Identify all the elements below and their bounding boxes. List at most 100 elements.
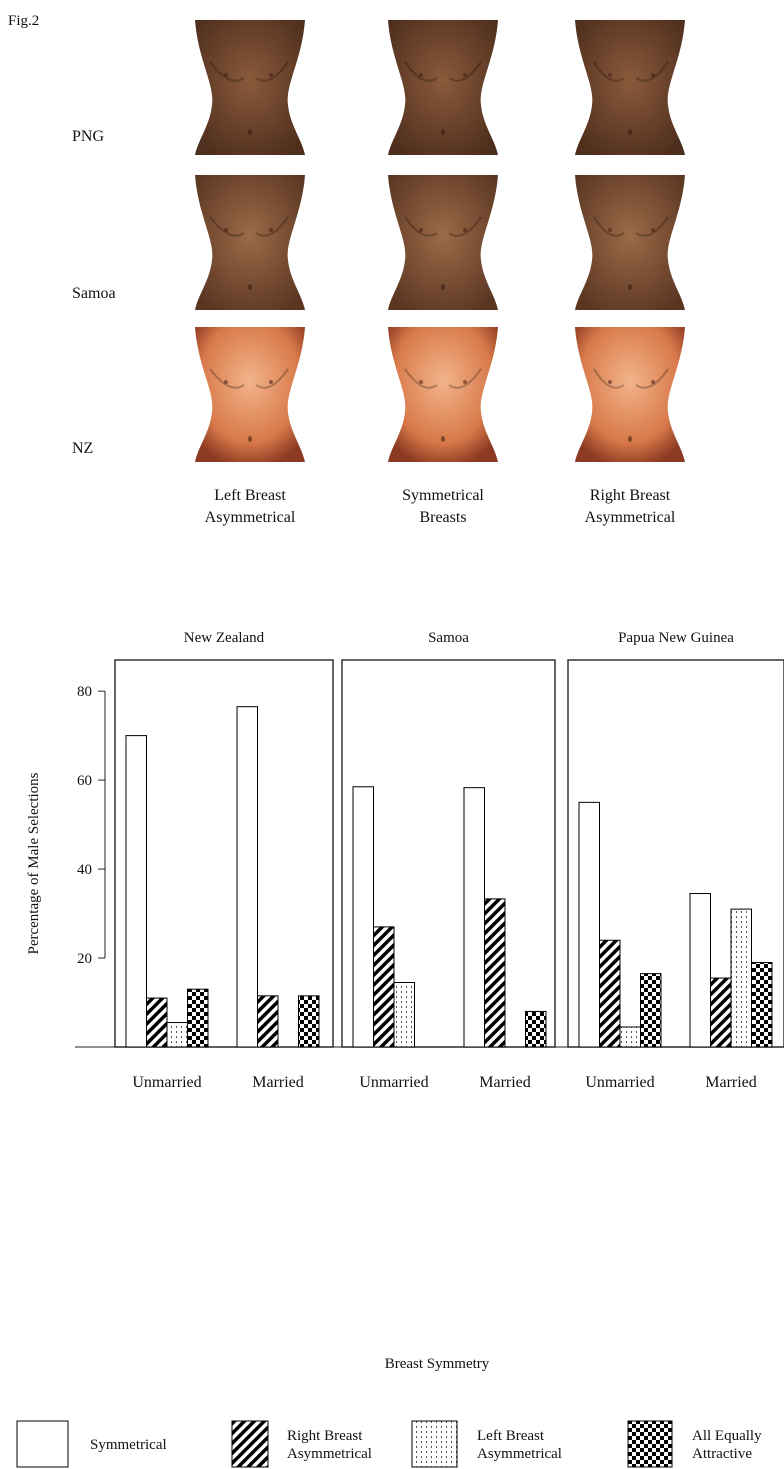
legend-swatch <box>627 1420 673 1468</box>
x-tick-label: Unmarried <box>585 1074 654 1091</box>
bar <box>751 961 773 1048</box>
navel <box>441 129 445 135</box>
breast-contour <box>448 368 482 389</box>
nipple <box>269 228 273 232</box>
bar <box>730 908 752 1048</box>
legend-label: Symmetrical <box>90 1437 167 1453</box>
x-tick-label: Unmarried <box>132 1074 201 1091</box>
navel <box>628 284 632 290</box>
breast-contour <box>593 216 625 237</box>
breast-contour <box>404 61 438 82</box>
breast-contour <box>209 61 245 82</box>
row-label: Samoa <box>72 285 116 302</box>
legend-label: Right Breast Asymmetrical <box>287 1428 372 1462</box>
bar <box>125 735 147 1048</box>
bar <box>187 988 209 1048</box>
nipple <box>651 228 655 232</box>
x-tick-label: Married <box>252 1074 304 1091</box>
navel <box>441 284 445 290</box>
legend-label: All Equally Attractive <box>692 1428 762 1462</box>
panel-title: Papua New Guinea <box>618 630 734 646</box>
y-axis-label: Percentage of Male Selections <box>26 772 42 954</box>
y-tick-label: 20 <box>77 951 92 967</box>
x-axis-label: Breast Symmetry <box>385 1356 490 1372</box>
x-tick-label: Unmarried <box>359 1074 428 1091</box>
column-label: Symmetrical Breasts <box>402 487 484 526</box>
breast-contour <box>404 216 438 237</box>
navel <box>248 436 252 442</box>
bar <box>298 995 320 1048</box>
breast-contour <box>209 216 245 237</box>
navel <box>248 284 252 290</box>
breast-contour <box>255 216 289 237</box>
column-label: Left Breast Asymmetrical <box>204 487 296 526</box>
bar <box>236 706 258 1048</box>
nipple <box>419 228 423 232</box>
nipple <box>269 73 273 77</box>
bar <box>484 898 506 1048</box>
bar <box>710 977 732 1048</box>
y-tick-label: 80 <box>77 684 92 700</box>
nipple <box>608 228 612 232</box>
torso <box>195 175 305 310</box>
bar <box>373 926 395 1048</box>
nipple <box>419 380 423 384</box>
bar <box>146 997 168 1048</box>
nipple <box>651 380 655 384</box>
breast-contour <box>635 61 669 82</box>
nipple <box>224 73 228 77</box>
navel <box>441 436 445 442</box>
plot: New Zealand Samoa Papua New Guinea 80 60 40 20… <box>16 630 784 1468</box>
panel-title: Samoa <box>428 630 469 646</box>
bar <box>599 939 621 1048</box>
y-tick-label: 60 <box>77 773 92 789</box>
breast-contour <box>448 61 482 82</box>
bar <box>393 982 415 1048</box>
nipple <box>463 380 467 384</box>
navel <box>628 436 632 442</box>
breast-contour <box>593 61 625 82</box>
y-tick-label: 40 <box>77 862 92 878</box>
torso <box>388 20 498 155</box>
nipple <box>224 228 228 232</box>
navel <box>628 129 632 135</box>
legend-swatch <box>16 1420 69 1468</box>
navel <box>248 129 252 135</box>
column-label: Right Breast Asymmetrical <box>584 487 676 526</box>
breast-contour <box>255 61 289 82</box>
row-label: PNG <box>72 128 105 145</box>
legend-swatch <box>231 1420 269 1468</box>
torso <box>575 20 685 155</box>
panel-box <box>114 659 334 1048</box>
breast-contour <box>255 368 289 389</box>
breast-contour <box>404 368 438 389</box>
bar <box>619 1026 641 1048</box>
breast-contour <box>635 216 669 237</box>
nipple <box>608 380 612 384</box>
nipple <box>224 380 228 384</box>
torso <box>195 327 305 462</box>
panel-title: New Zealand <box>184 630 265 646</box>
legend-swatch <box>411 1420 458 1468</box>
torso <box>575 175 685 310</box>
x-tick-label: Married <box>479 1074 531 1091</box>
breast-contour <box>209 368 245 389</box>
bar <box>525 1010 547 1048</box>
legend-label: Left Breast Asymmetrical <box>477 1428 562 1462</box>
bar <box>578 801 600 1048</box>
bar <box>166 1022 188 1048</box>
torso <box>388 327 498 462</box>
torso <box>195 20 305 155</box>
breast-contour <box>448 216 482 237</box>
bar <box>352 786 374 1048</box>
torso <box>388 175 498 310</box>
nipple <box>269 380 273 384</box>
bar <box>257 995 279 1048</box>
breast-contour <box>593 368 625 389</box>
bar <box>640 973 662 1048</box>
nipple <box>463 73 467 77</box>
nipple <box>463 228 467 232</box>
bar <box>463 787 485 1048</box>
